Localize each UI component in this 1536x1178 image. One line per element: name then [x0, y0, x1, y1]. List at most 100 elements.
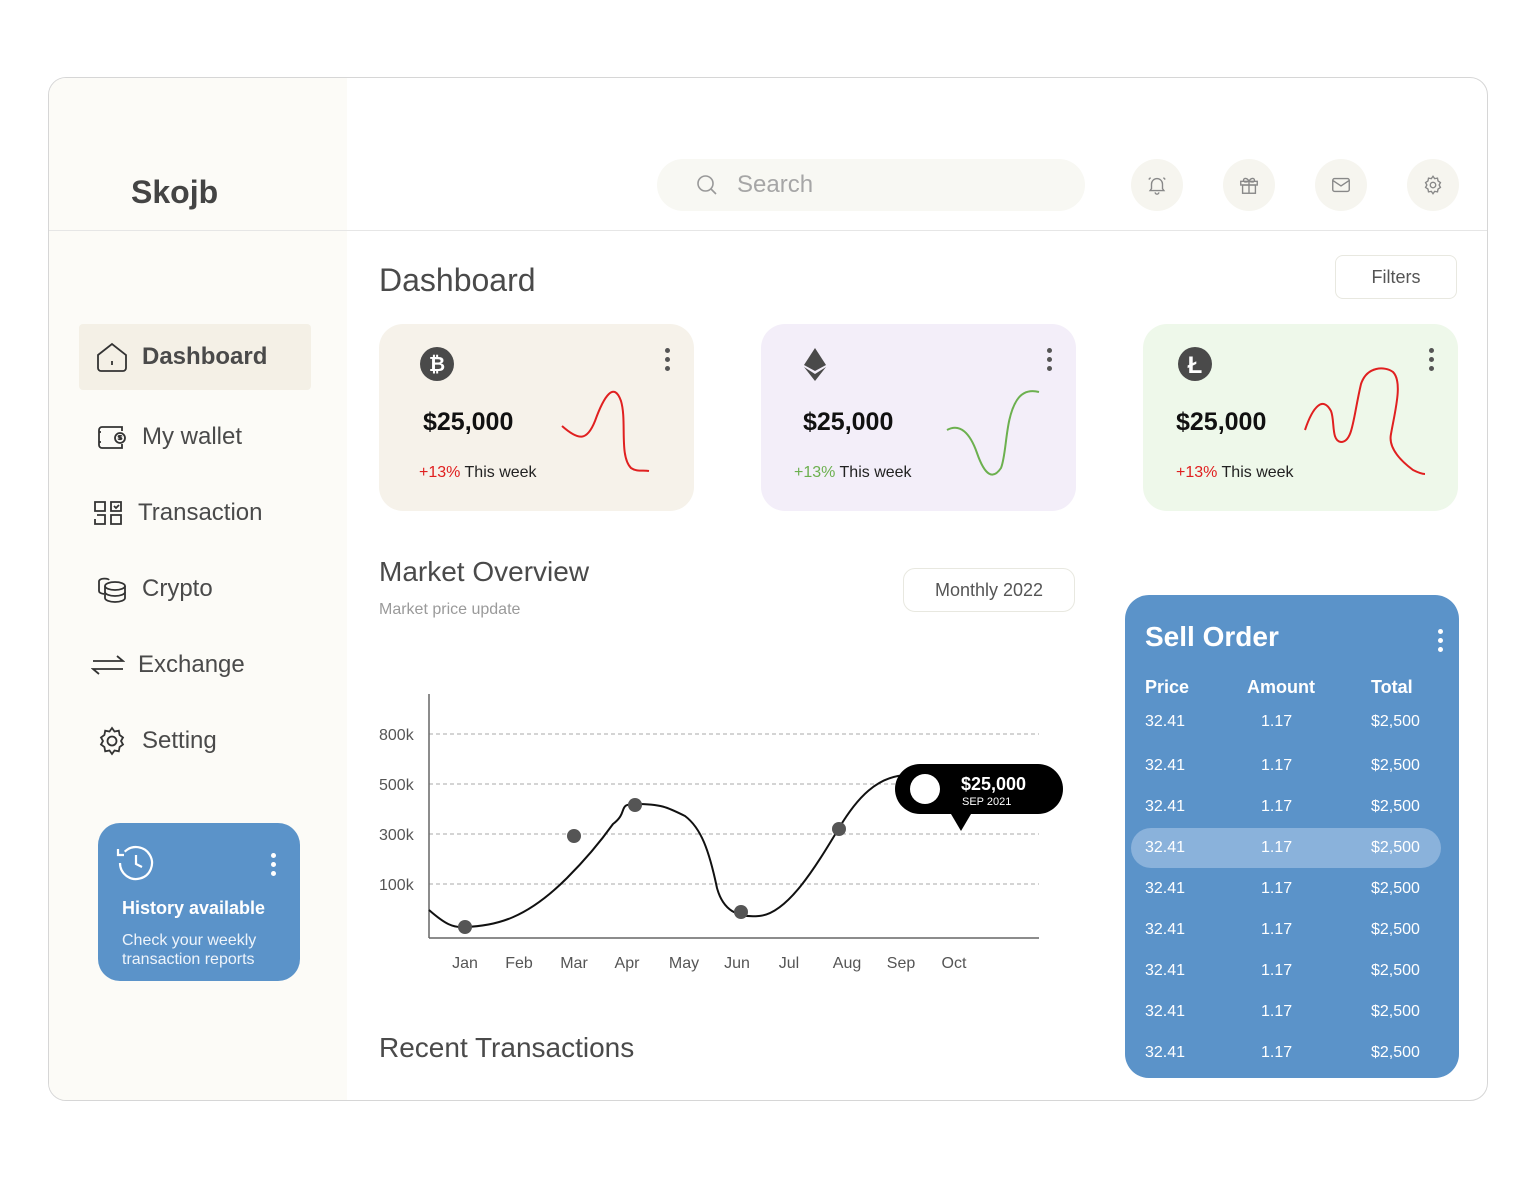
ethereum-icon	[804, 348, 826, 381]
chart-point[interactable]	[734, 905, 748, 919]
coins-icon	[98, 577, 126, 603]
sell-order-cell: 1.17	[1261, 839, 1293, 856]
sell-order-cell: 32.41	[1145, 921, 1186, 938]
mail-icon	[1332, 177, 1350, 193]
sidebar-item-wallet[interactable]: My wallet	[79, 404, 311, 470]
card-menu-button[interactable]	[1047, 348, 1052, 371]
x-tick-label: Oct	[942, 955, 967, 972]
gear-icon	[99, 726, 125, 756]
svg-text:Ł: Ł	[1188, 352, 1203, 379]
sell-order-header: Price Amount Total	[1145, 676, 1413, 697]
sidebar-item-label: Exchange	[138, 651, 245, 678]
sell-order-cell: 1.17	[1261, 757, 1293, 774]
sell-order-cell: 32.41	[1145, 1003, 1186, 1020]
x-tick-label: Apr	[615, 955, 641, 972]
sell-order-cell: 32.41	[1145, 839, 1186, 856]
sell-order-cell: $2,500	[1371, 798, 1420, 815]
sell-order-cell: $2,500	[1371, 1003, 1420, 1020]
x-tick-label: Jun	[724, 955, 750, 972]
x-tick-label: Jan	[452, 955, 478, 972]
sell-order-row[interactable]: 32.41 1.17 $2,500	[1131, 951, 1441, 991]
litecoin-card[interactable]: Ł $25,000 +13% This week	[1143, 324, 1458, 511]
market-overview-subtitle: Market price update	[379, 601, 521, 618]
settings-button[interactable]	[1407, 159, 1459, 211]
sell-order-panel: Sell Order Price Amount Total 32.41 1.17 $…	[1125, 595, 1459, 1078]
sell-order-cell: 1.17	[1261, 921, 1293, 938]
search-icon	[697, 175, 717, 195]
sell-order-cell: 1.17	[1261, 1003, 1293, 1020]
gear-icon	[1424, 175, 1442, 195]
sell-order-menu-button[interactable]	[1438, 629, 1443, 652]
home-icon	[97, 342, 127, 372]
chart-point[interactable]	[567, 829, 581, 843]
sell-order-row[interactable]: 32.41 1.17 $2,500	[1131, 746, 1441, 786]
sidebar-item-dashboard[interactable]: Dashboard	[79, 324, 311, 390]
sell-order-cell: 32.41	[1145, 880, 1186, 897]
chart-point[interactable]	[628, 798, 642, 812]
sell-order-cell: $2,500	[1371, 880, 1420, 897]
notifications-button[interactable]	[1131, 159, 1183, 211]
sidebar-item-label: Dashboard	[142, 343, 268, 370]
sell-order-row[interactable]: 32.41 1.17 $2,500	[1131, 869, 1441, 909]
sell-order-cell: $2,500	[1371, 921, 1420, 938]
transaction-icon	[94, 501, 122, 525]
card-sparkline	[561, 390, 650, 472]
history-card[interactable]: History available Check your weekly tran…	[98, 823, 300, 981]
card-change: +13% This week	[419, 464, 537, 481]
card-price: $25,000	[423, 408, 514, 436]
sell-order-row[interactable]: 32.41 1.17 $2,500	[1131, 910, 1441, 950]
messages-button[interactable]	[1315, 159, 1367, 211]
sidebar-item-exchange[interactable]: Exchange	[79, 632, 311, 698]
x-tick-label: Mar	[560, 955, 588, 972]
gifts-button[interactable]	[1223, 159, 1275, 211]
x-tick-label: Jul	[779, 955, 799, 972]
market-chart: 800k 500k 300k 100k Jan Feb Mar Apr May Jun Jul Au…	[379, 694, 1063, 972]
bitcoin-card[interactable]: ₿ $25,000 +13% This week	[379, 324, 694, 511]
sell-order-cell: $2,500	[1371, 713, 1420, 730]
history-title: History available	[122, 898, 266, 918]
gift-icon	[1240, 177, 1258, 194]
market-overview-title: Market Overview	[379, 556, 590, 587]
card-sparkline	[946, 390, 1040, 476]
sell-order-row[interactable]: 32.41 1.17 $2,500	[1131, 1033, 1441, 1073]
x-tick-label: Sep	[887, 955, 916, 972]
y-tick-label: 500k	[379, 777, 415, 794]
card-menu-button[interactable]	[665, 348, 670, 371]
card-menu-button[interactable]	[1429, 348, 1434, 371]
card-sparkline	[1304, 367, 1426, 475]
chart-point[interactable]	[458, 920, 472, 934]
tooltip-value: $25,000	[961, 774, 1026, 794]
tooltip-date: SEP 2021	[962, 796, 1011, 808]
sell-order-row[interactable]: 32.41 1.17 $2,500	[1131, 828, 1441, 868]
header-divider	[49, 230, 1487, 231]
sell-order-cell: $2,500	[1371, 1044, 1420, 1061]
sell-order-cell: 32.41	[1145, 713, 1186, 730]
sidebar-item-transaction[interactable]: Transaction	[79, 480, 311, 546]
ethereum-card[interactable]: $25,000 +13% This week	[761, 324, 1076, 511]
sidebar-item-label: Crypto	[142, 575, 213, 602]
sell-order-cell: $2,500	[1371, 839, 1420, 856]
sidebar-item-crypto[interactable]: Crypto	[79, 556, 311, 622]
search-input[interactable]	[737, 171, 1037, 199]
sidebar-item-setting[interactable]: Setting	[79, 708, 311, 774]
sell-order-row[interactable]: 32.41 1.17 $2,500	[1131, 992, 1441, 1032]
sell-order-row[interactable]: 32.41 1.17 $2,500	[1131, 702, 1441, 742]
sell-order-cell: 1.17	[1261, 798, 1293, 815]
filters-button[interactable]: Filters	[1335, 255, 1457, 299]
search-bar[interactable]	[657, 159, 1085, 211]
period-select[interactable]: Monthly 2022	[903, 568, 1075, 612]
sell-order-cell: $2,500	[1371, 962, 1420, 979]
recent-transactions-title: Recent Transactions	[379, 1032, 635, 1063]
litecoin-icon: Ł	[1178, 347, 1212, 381]
x-tick-label: Aug	[833, 955, 861, 972]
sidebar-item-label: My wallet	[142, 423, 243, 450]
chart-point[interactable]	[832, 822, 846, 836]
sell-order-cell: 32.41	[1145, 757, 1186, 774]
sell-order-cell: 1.17	[1261, 880, 1293, 897]
card-price: $25,000	[803, 408, 894, 436]
bell-icon	[1148, 177, 1166, 195]
sell-order-row[interactable]: 32.41 1.17 $2,500	[1131, 787, 1441, 827]
x-tick-label: May	[669, 955, 699, 972]
history-menu-button[interactable]	[271, 853, 276, 876]
y-tick-label: 300k	[379, 827, 415, 844]
